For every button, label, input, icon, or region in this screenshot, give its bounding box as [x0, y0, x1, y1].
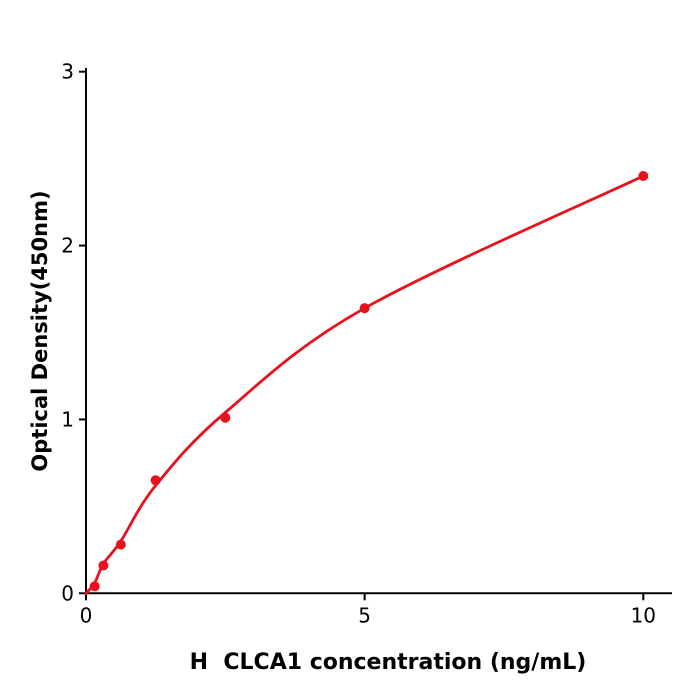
fit-curve [84, 174, 645, 595]
x-tick-label: 10 [631, 603, 656, 627]
y-tick-label: 2 [61, 234, 74, 258]
data-point [638, 171, 649, 182]
axis-tick-labels: 0 5 10 0 1 2 3 [61, 60, 656, 628]
data-point [89, 581, 100, 592]
data-point [98, 560, 109, 571]
data-point [115, 539, 126, 550]
x-axis-label: H CLCA1 concentration (ng/mL) [189, 650, 587, 675]
x-tick-label: 5 [358, 603, 371, 627]
axis-spines [85, 68, 672, 595]
data-point [220, 412, 231, 423]
y-tick-label: 3 [61, 60, 74, 84]
x-tick-label: 0 [80, 603, 93, 627]
fit-curve-path [84, 174, 645, 595]
data-point [359, 303, 370, 314]
data-points [89, 171, 649, 592]
data-point [150, 475, 161, 486]
y-axis-label: Optical Density(450nm) [28, 190, 52, 472]
y-tick-label: 1 [61, 407, 74, 431]
y-tick-label: 0 [61, 581, 74, 605]
axis-ticks [79, 70, 645, 601]
